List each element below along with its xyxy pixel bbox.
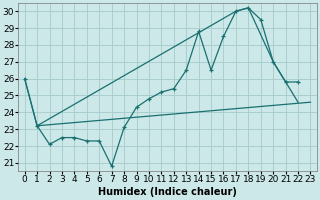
X-axis label: Humidex (Indice chaleur): Humidex (Indice chaleur) [98, 187, 237, 197]
